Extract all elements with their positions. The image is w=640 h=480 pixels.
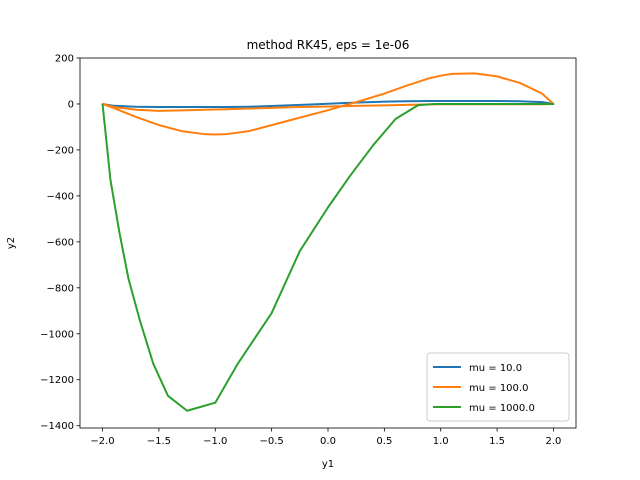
y-tick-label: 200 — [55, 54, 74, 65]
y-tick-label: −400 — [47, 191, 74, 202]
legend-label-3: mu = 1000.0 — [469, 403, 535, 414]
x-tick-label: 0.0 — [320, 436, 336, 447]
x-tick-label: −1.0 — [203, 436, 227, 447]
legend-box — [426, 352, 570, 422]
legend-label-1: mu = 10.0 — [469, 363, 522, 374]
y-tick-label: 0 — [68, 99, 74, 110]
legend-label-2: mu = 100.0 — [469, 383, 528, 394]
plot-lines — [101, 72, 555, 412]
y-tick-label: −1200 — [40, 375, 74, 386]
x-tick-label: 1.0 — [433, 436, 449, 447]
y-tick-label: −1000 — [40, 329, 74, 340]
x-tick-label: 1.5 — [489, 436, 505, 447]
x-axis: −2.0 −1.5 −1.0 −0.5 0.0 0.5 1.0 1.5 2.0 — [90, 428, 561, 447]
y-tick-label: −800 — [47, 283, 74, 294]
y-tick-label: −200 — [47, 145, 74, 156]
x-tick-label: 2.0 — [546, 436, 562, 447]
x-tick-label: −1.5 — [147, 436, 171, 447]
x-axis-label: y1 — [322, 459, 334, 470]
x-tick-label: −0.5 — [259, 436, 283, 447]
chart-title: method RK45, eps = 1e-06 — [247, 38, 410, 52]
y-tick-label: −1400 — [40, 421, 74, 432]
x-tick-label: −2.0 — [90, 436, 114, 447]
x-tick-label: 0.5 — [376, 436, 392, 447]
y-axis-label: y2 — [6, 237, 17, 249]
y-axis: 200 0 −200 −400 −600 −800 −1000 −1200 −1400 — [40, 54, 80, 432]
series-line-3 — [101, 102, 554, 412]
y-tick-label: −600 — [47, 237, 74, 248]
legend: mu = 10.0 mu = 100.0 mu = 1000.0 — [426, 352, 570, 422]
